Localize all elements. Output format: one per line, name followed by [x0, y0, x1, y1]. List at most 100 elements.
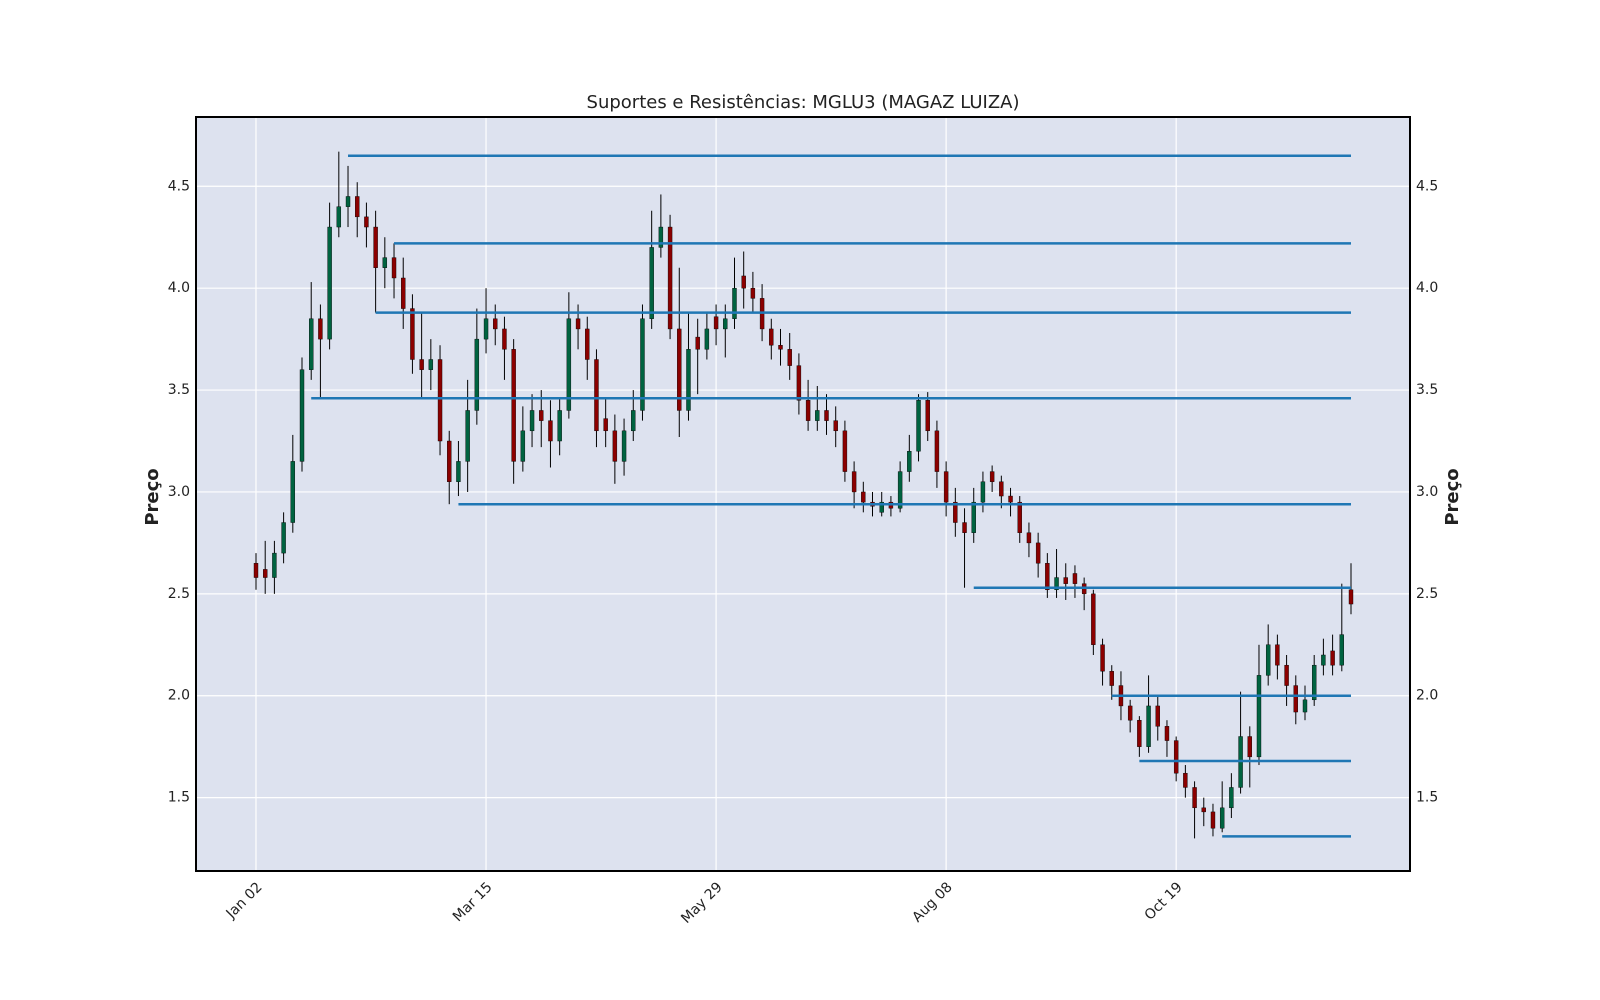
y2-tick-label: 4.5	[1416, 178, 1438, 194]
candle-body	[603, 418, 608, 432]
candle-body	[805, 400, 811, 421]
chart-title: Suportes e Resistências: MGLU3 (MAGAZ LU…	[587, 92, 1020, 113]
candle-body	[989, 471, 995, 482]
candle-body	[594, 359, 599, 432]
candle-body	[345, 196, 351, 207]
candle-body	[474, 338, 480, 411]
y2-tick-label: 2.0	[1416, 688, 1438, 704]
candle-body	[796, 365, 802, 401]
y-axis-label: Preço	[142, 468, 163, 525]
candle-body	[309, 318, 314, 370]
candle-body	[391, 257, 397, 279]
candle-body	[364, 216, 369, 228]
plot-area	[196, 117, 1410, 871]
x-tick-label: May 29	[678, 879, 726, 927]
candle-body	[824, 410, 829, 421]
candle-body	[1311, 664, 1317, 701]
candle-body	[677, 328, 682, 411]
y2-tick-label: 1.5	[1416, 790, 1438, 806]
candle-body	[585, 328, 590, 360]
candle-body	[336, 206, 342, 228]
candle-body	[355, 196, 360, 218]
candle-body	[253, 563, 259, 578]
candle-body	[1045, 563, 1050, 590]
candle-body	[1275, 644, 1280, 666]
candle-body	[428, 359, 434, 370]
candle-body	[1293, 685, 1298, 713]
candle-body	[511, 349, 516, 462]
candle-body	[1183, 772, 1188, 788]
candle-body	[318, 318, 323, 340]
candle-body	[1229, 787, 1234, 809]
candle-body	[539, 410, 544, 421]
y-tick-label: 2.5	[168, 586, 190, 602]
candle-body	[1348, 589, 1354, 605]
candle-body	[943, 471, 949, 503]
candle-body	[769, 328, 774, 346]
candle-body	[1035, 542, 1041, 564]
candle-body	[815, 410, 820, 421]
y2-tick-label: 4.0	[1416, 280, 1438, 296]
candle-body	[529, 410, 535, 432]
candle-body	[879, 501, 884, 513]
candle-body	[686, 349, 691, 411]
candle-body	[437, 359, 443, 442]
candle-body	[272, 552, 277, 578]
candle-body	[401, 277, 406, 309]
candle-body	[916, 400, 921, 452]
candle-body	[465, 410, 470, 462]
candle-body	[382, 257, 388, 268]
candle-body	[1155, 705, 1160, 727]
candle-body	[299, 369, 305, 462]
candle-body	[732, 287, 737, 319]
candle-body	[999, 481, 1004, 497]
candle-body	[557, 410, 562, 442]
y2-tick-label: 3.0	[1416, 484, 1438, 500]
candle-body	[263, 569, 268, 578]
candle-body	[1321, 654, 1326, 666]
candle-body	[502, 328, 507, 350]
candle-body	[1339, 634, 1344, 666]
candle-body	[373, 226, 378, 268]
candle-body	[971, 501, 976, 533]
candle-body	[410, 308, 415, 360]
candle-body	[934, 430, 940, 472]
candle-body	[925, 400, 930, 432]
candle-body	[980, 481, 986, 503]
candle-body	[1192, 787, 1197, 809]
candle-body	[1256, 675, 1262, 758]
candle-body	[704, 328, 710, 350]
candle-body	[640, 318, 645, 411]
candle-body	[1201, 807, 1206, 813]
candle-body	[1054, 577, 1059, 590]
candle-body	[447, 440, 452, 482]
candle-body	[281, 522, 286, 554]
candle-body	[741, 275, 746, 289]
candle-body	[1017, 501, 1022, 533]
x-tick-label: Mar 15	[450, 879, 496, 925]
candle-body	[483, 318, 489, 340]
candle-body	[787, 349, 792, 366]
candle-body	[1109, 671, 1114, 686]
candle-body	[1063, 577, 1068, 584]
candle-body	[667, 226, 673, 330]
candle-body	[1164, 726, 1170, 741]
candle-body	[419, 359, 424, 370]
candle-body	[750, 287, 756, 299]
candle-body	[493, 318, 498, 330]
candle-body	[723, 318, 728, 330]
candle-body	[290, 461, 296, 523]
candle-body	[778, 345, 783, 350]
x-tick-label: Aug 08	[909, 879, 955, 925]
candle-body	[621, 430, 627, 462]
y2-tick-label: 3.5	[1416, 382, 1438, 398]
candle-body	[548, 420, 553, 442]
candle-body	[575, 318, 581, 330]
x-tick-label: Jan 02	[223, 879, 266, 922]
candle-body	[612, 430, 618, 462]
y2-tick-label: 2.5	[1416, 586, 1438, 602]
candle-body	[327, 226, 332, 340]
candle-body	[1210, 811, 1216, 829]
y2-axis-label: Preço	[1442, 468, 1463, 525]
